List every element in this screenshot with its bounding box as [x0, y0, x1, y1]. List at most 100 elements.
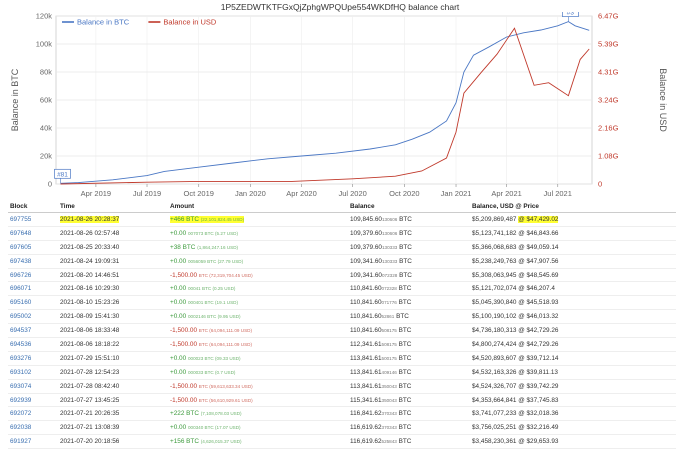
col-header-time[interactable]: Time — [58, 201, 168, 213]
balance-cell: 109,379.60130606 BTC — [348, 226, 470, 241]
block-link[interactable]: 693276 — [8, 351, 58, 366]
amount-usd: 0002146 BTC (9.95 USD) — [187, 314, 241, 320]
price-value: @ $46,843.66 — [518, 229, 559, 237]
block-link[interactable]: 691927 — [8, 434, 58, 449]
annotation-box-0 — [54, 168, 71, 179]
block-number[interactable]: 697755 — [10, 215, 32, 223]
block-link[interactable]: 692072 — [8, 406, 58, 422]
left-tick-label: 40k — [40, 124, 52, 133]
col-header-amount[interactable]: Amount — [168, 201, 348, 213]
block-link[interactable]: 697605 — [8, 240, 58, 255]
usd-value: $4,532,163,326 — [472, 368, 517, 376]
x-tick-label: Apr 2021 — [491, 189, 521, 198]
balance-value: 109,379.60 — [350, 229, 382, 237]
block-number[interactable]: 693074 — [10, 382, 32, 390]
time-value: 2021-08-06 18:33:48 — [60, 327, 120, 335]
price-value: @ $39,712.14 — [518, 354, 559, 362]
block-link[interactable]: 693102 — [8, 365, 58, 380]
col-header-block[interactable]: Block — [8, 201, 58, 213]
price-value: @ $49,059.14 — [518, 243, 559, 251]
balance-fraction: 130606 — [382, 230, 398, 236]
amount-value: -1,500.00 — [170, 327, 198, 335]
time-value: 2021-07-28 12:54:23 — [60, 368, 120, 376]
block-number[interactable]: 692038 — [10, 424, 32, 432]
table-row: 696071 2021-08-16 10:29:30 +0.00 00041 BTC… — [8, 281, 676, 297]
right-axis-title: Balance in USD — [658, 68, 668, 132]
time-value: 2021-07-28 08:42:40 — [60, 382, 120, 390]
amount-cell: +222 BTC (7,108,078.03 USD) — [168, 406, 348, 422]
balance-cell: 110,841.60072328 BTC — [348, 281, 470, 297]
amount-cell: +466 BTC (22,101,824.45 USD) — [168, 212, 348, 227]
block-link[interactable]: 692939 — [8, 393, 58, 408]
balance-fraction: 350043 — [381, 383, 397, 389]
amount-value: +466 BTC — [170, 215, 199, 223]
block-number[interactable]: 695002 — [10, 313, 32, 321]
table-row: 697438 2021-08-24 19:09:31 +0.00 0056059 B… — [8, 254, 676, 269]
usd-cell: $3,756,025,251 @ $32,216.49 — [470, 420, 676, 436]
col-header-usd[interactable]: Balance, USD @ Price — [470, 201, 676, 213]
amount-cell: +0.00 00041 BTC (0.25 USD) — [168, 281, 348, 297]
block-number[interactable]: 691927 — [10, 438, 32, 446]
balance-fraction: 072328 — [381, 286, 397, 292]
block-link[interactable]: 696726 — [8, 268, 58, 283]
block-number[interactable]: 695160 — [10, 299, 32, 307]
block-link[interactable]: 697648 — [8, 226, 58, 241]
x-tick-label: Jan 2021 — [441, 189, 472, 198]
block-number[interactable]: 693276 — [10, 354, 32, 362]
balance-cell: 109,845.60130606 BTC — [348, 212, 470, 227]
usd-value: $3,741,077,233 — [472, 410, 517, 418]
block-link[interactable]: 694537 — [8, 323, 58, 339]
block-link[interactable]: 697755 — [8, 212, 58, 227]
amount-usd: 000340 BTC (17.07 USD) — [187, 425, 241, 431]
amount-value: +0.00 — [170, 257, 187, 265]
block-link[interactable]: 696071 — [8, 281, 58, 297]
block-number[interactable]: 694536 — [10, 340, 32, 348]
price-value: @ $46,207.4 — [518, 285, 555, 293]
usd-value: $5,045,390,840 — [472, 299, 517, 307]
block-link[interactable]: 697438 — [8, 254, 58, 269]
amount-usd: BTC (64,094,111.09 USD) — [198, 328, 252, 334]
price-value: @ $42,729.26 — [518, 327, 559, 335]
usd-cell: $5,308,063,945 @ $48,545.69 — [470, 268, 676, 283]
amount-usd: 007073 BTC (5.27 USD) — [187, 230, 238, 236]
time-cell: 2021-08-06 18:18:22 — [58, 337, 168, 352]
block-link[interactable]: 695160 — [8, 295, 58, 311]
x-tick-label: Jul 2019 — [133, 189, 161, 198]
usd-value: $4,736,180,313 — [472, 327, 517, 335]
amount-usd: (22,101,824.45 USD) — [200, 216, 245, 222]
block-number[interactable]: 696071 — [10, 285, 32, 293]
block-link[interactable]: 695002 — [8, 309, 58, 325]
amount-cell: +0.00 000033 BTC (0.7 USD) — [168, 365, 348, 380]
time-value: 2021-08-16 10:29:30 — [60, 285, 120, 293]
amount-usd: (7,108,078.03 USD) — [200, 411, 242, 417]
x-tick-label: Oct 2020 — [389, 189, 419, 198]
usd-value: $4,353,664,841 — [472, 396, 517, 404]
block-number[interactable]: 697648 — [10, 229, 32, 237]
block-number[interactable]: 697605 — [10, 243, 32, 251]
balance-cell: 113,841.61500175 BTC — [348, 351, 470, 366]
block-number[interactable]: 692939 — [10, 396, 32, 404]
transactions-table: Block Time Amount Balance Balance, USD @… — [8, 201, 676, 449]
usd-value: $4,524,326,707 — [472, 382, 517, 390]
block-number[interactable]: 696726 — [10, 271, 32, 279]
block-number[interactable]: 697438 — [10, 257, 32, 265]
time-cell: 2021-08-06 18:33:48 — [58, 323, 168, 339]
time-cell: 2021-07-21 13:08:39 — [58, 420, 168, 436]
amount-cell: +0.00 000023 BTC (09.33 USD) — [168, 351, 348, 366]
table-row: 695002 2021-08-09 15:41:30 +0.00 0002146 B… — [8, 309, 676, 325]
legend-label-0: Balance in BTC — [77, 18, 130, 27]
balance-cell: 109,341.60072328 BTC — [348, 268, 470, 283]
block-number[interactable]: 692072 — [10, 410, 32, 418]
balance-fraction: 508175 — [381, 328, 397, 334]
usd-cell: $4,800,274,424 @ $42,729.26 — [470, 337, 676, 352]
block-link[interactable]: 693074 — [8, 379, 58, 394]
block-link[interactable]: 694536 — [8, 337, 58, 352]
col-header-balance[interactable]: Balance — [348, 201, 470, 213]
block-link[interactable]: 692038 — [8, 420, 58, 436]
left-tick-label: 60k — [40, 96, 52, 105]
block-number[interactable]: 694537 — [10, 327, 32, 335]
block-number[interactable]: 693102 — [10, 368, 32, 376]
right-tick-label: 5.39G — [598, 40, 619, 49]
left-tick-label: 80k — [40, 68, 52, 77]
table-row: 693276 2021-07-29 15:51:10 +0.00 000023 BT… — [8, 351, 676, 366]
